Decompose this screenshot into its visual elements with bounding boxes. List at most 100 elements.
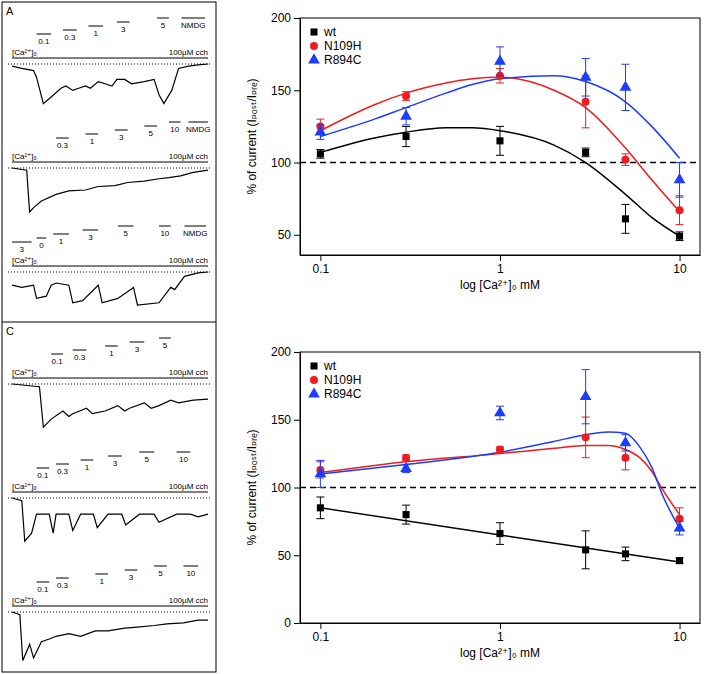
- drug-label: 100µM cch: [169, 596, 208, 605]
- tick-mark: [320, 623, 321, 629]
- x-axis-title: log [Ca²⁺]₀ mM: [460, 278, 540, 292]
- tick-label: 100: [271, 481, 291, 495]
- drug-bar: [12, 378, 208, 379]
- error-cap: [402, 505, 410, 506]
- error-cap: [582, 96, 590, 97]
- application-label: 3: [113, 459, 118, 468]
- trace-clip: [12, 498, 208, 541]
- error-bar: [496, 523, 504, 545]
- application-bar: [117, 22, 130, 23]
- tick-label: 150: [271, 84, 291, 98]
- data-point: [494, 406, 506, 416]
- error-cap: [316, 139, 324, 140]
- application-label: 10: [186, 569, 195, 578]
- error-cap: [316, 158, 324, 159]
- error-cap: [316, 119, 324, 120]
- application-bar: [37, 468, 50, 469]
- figure: A0.10.3135NMDG[Ca²⁺]ₒ100µM cch0.313510NM…: [0, 0, 719, 674]
- error-cap: [582, 127, 590, 128]
- application-label: 1: [109, 349, 114, 358]
- tick-label: 150: [271, 413, 291, 427]
- plot-area: [300, 370, 700, 569]
- drug-label: 100µM cch: [169, 482, 208, 491]
- data-point: [622, 550, 629, 557]
- data-point: [674, 521, 686, 531]
- drug-label: 100µM cch: [169, 256, 208, 265]
- legend-marker: [310, 362, 317, 369]
- application-bar: [188, 122, 208, 123]
- x-axis: 0.1110: [301, 623, 701, 644]
- application-label: 5: [161, 21, 166, 30]
- data-point: [621, 454, 629, 462]
- trace-group: 0.10.313510[Ca²⁺]ₒ100µM cch: [8, 452, 210, 498]
- tick: 10: [673, 255, 687, 276]
- application-label: 1: [85, 463, 90, 472]
- data-point: [496, 137, 503, 144]
- data-point: [676, 206, 684, 214]
- application-bar: [88, 26, 103, 27]
- drug-bar: [12, 492, 208, 493]
- trace-group: 0.10.3135NMDG[Ca²⁺]ₒ100µM cch: [8, 18, 210, 64]
- legend: wtN109HR894C: [308, 359, 362, 401]
- error-cap: [582, 457, 590, 458]
- application-bar: [83, 230, 99, 231]
- application-bar: [105, 346, 118, 347]
- legend-marker: [308, 53, 320, 63]
- application-bar: [154, 566, 167, 567]
- tick-label: 200: [271, 345, 291, 359]
- error-cap: [676, 162, 684, 163]
- tick: 150: [271, 84, 300, 98]
- error-cap: [582, 58, 590, 59]
- tick: 100: [271, 156, 300, 170]
- data-point: [582, 98, 590, 106]
- error-cap: [621, 450, 629, 451]
- tick-mark: [294, 623, 300, 624]
- fit-curve: [320, 76, 679, 158]
- application-bar: [144, 126, 157, 127]
- legend-label: wt: [323, 359, 337, 373]
- baseline: [8, 612, 210, 613]
- error-bar: [316, 497, 324, 519]
- tick-label: 1: [497, 630, 504, 644]
- legend: wtN109HR894C: [308, 25, 362, 67]
- application-label: 3: [135, 345, 140, 354]
- current-trace: [12, 384, 208, 427]
- application-label: 5: [148, 129, 153, 138]
- tick-mark: [294, 18, 300, 19]
- trace-clip: [12, 612, 208, 661]
- ca-label: [Ca²⁺]ₒ: [12, 596, 37, 605]
- data-point: [622, 215, 629, 222]
- application-label: 0.1: [38, 37, 50, 46]
- tick: 50: [278, 228, 300, 242]
- tick-mark: [500, 255, 501, 261]
- error-cap: [582, 568, 590, 569]
- tick: 200: [271, 11, 300, 25]
- trace-group: 3013510NMDG[Ca²⁺]ₒ100µM cch: [8, 226, 210, 272]
- trace-clip: [12, 168, 208, 212]
- tick-label: 0: [284, 616, 291, 630]
- x-axis-title: log [Ca²⁺]₀ mM: [460, 646, 540, 660]
- plot-frame: [300, 18, 700, 255]
- drug-label: 100µM cch: [169, 152, 208, 161]
- ca-label: [Ca²⁺]ₒ: [12, 152, 37, 161]
- error-bar: [402, 505, 410, 524]
- application-label: NMDG: [186, 125, 210, 134]
- tick-mark: [294, 90, 300, 91]
- data-point: [403, 511, 410, 518]
- data-point: [402, 454, 410, 462]
- error-bar: [621, 547, 629, 561]
- application-bar: [95, 574, 108, 575]
- application-bar: [169, 122, 181, 123]
- panel-frame: [2, 2, 216, 672]
- error-cap: [621, 560, 629, 561]
- error-cap: [496, 544, 504, 545]
- error-cap: [496, 75, 504, 76]
- error-cap: [316, 124, 324, 125]
- error-cap: [496, 46, 504, 47]
- data-point: [403, 133, 410, 140]
- y-axis-line: [300, 353, 301, 624]
- error-bar: [676, 196, 684, 225]
- error-cap: [496, 522, 504, 523]
- tick-mark: [680, 623, 681, 629]
- baseline: [8, 168, 210, 169]
